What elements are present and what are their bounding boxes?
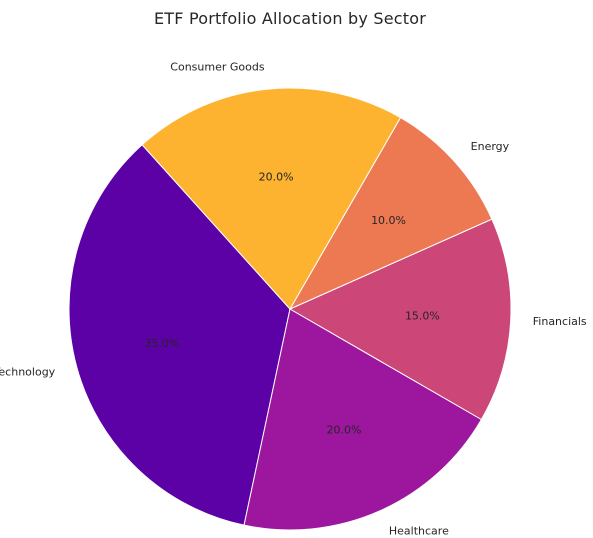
percent-label: 10.0% — [371, 214, 406, 227]
slice-label: Healthcare — [389, 525, 449, 538]
percent-label: 20.0% — [326, 424, 361, 437]
slice-label: Energy — [471, 140, 510, 153]
pie-slice-technology — [68, 144, 291, 526]
slice-labels: Technology Healthcare Financials Energy Cons… — [0, 61, 587, 538]
pie-slice-healthcare — [243, 308, 483, 531]
slice-label: Financials — [533, 315, 587, 328]
percent-label: 35.0% — [144, 337, 179, 350]
pie-slice-energy — [288, 116, 493, 311]
percent-label: 15.0% — [405, 309, 440, 322]
pie-slice-consumer-goods — [141, 87, 402, 310]
slice-label: Technology — [0, 365, 56, 378]
percent-label: 20.0% — [259, 171, 294, 184]
pie-slices — [68, 87, 512, 531]
chart-title: ETF Portfolio Allocation by Sector — [154, 9, 426, 28]
pie-slice-financials — [288, 218, 512, 421]
percent-labels: 35.0% 20.0% 15.0% 10.0% 20.0% — [144, 171, 439, 437]
slice-label: Consumer Goods — [170, 61, 265, 74]
